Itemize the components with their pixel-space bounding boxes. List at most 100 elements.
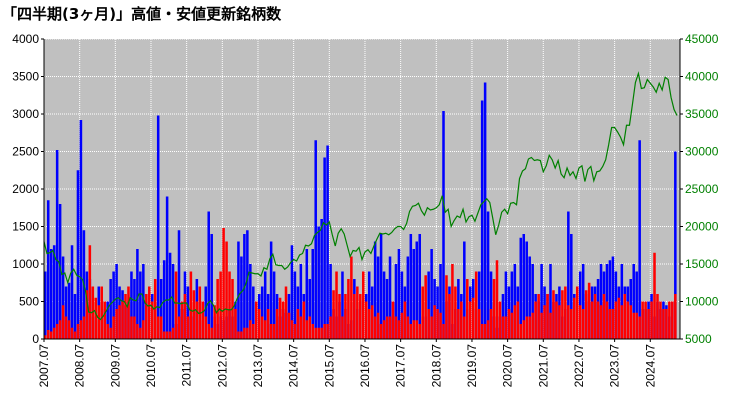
high-count-bar — [570, 234, 573, 339]
high-count-bar — [620, 264, 624, 339]
high-count-bar — [549, 264, 552, 339]
high-count-bar — [156, 115, 160, 339]
high-count-bar — [611, 256, 615, 339]
low-count-bar — [549, 312, 552, 339]
left-tick-label: 4000 — [12, 32, 39, 46]
low-count-bar — [263, 320, 267, 339]
low-count-bar — [608, 309, 612, 339]
high-count-bar — [207, 211, 210, 339]
right-tick-label: 5000 — [685, 332, 712, 346]
high-count-bar — [385, 279, 389, 339]
high-count-bar — [299, 264, 303, 339]
high-count-bar — [61, 256, 65, 339]
low-count-bar — [415, 320, 419, 339]
x-tick-label: 2022.07 — [572, 344, 586, 388]
high-count-bar — [64, 286, 68, 339]
low-count-bar — [454, 286, 457, 339]
low-count-bar — [617, 297, 621, 339]
right-tick-label: 40000 — [685, 70, 719, 84]
low-count-bar — [552, 290, 555, 339]
low-count-bar — [567, 305, 570, 339]
low-count-bar — [611, 309, 615, 339]
low-count-bar — [385, 316, 389, 339]
low-count-bar — [332, 290, 335, 339]
high-count-bar — [130, 271, 133, 339]
high-count-bar — [480, 100, 484, 339]
low-count-bar — [290, 320, 294, 339]
x-tick-label: 2014.07 — [287, 344, 301, 388]
low-count-bar — [558, 305, 561, 339]
low-count-bar — [570, 309, 573, 339]
low-count-bar — [240, 331, 243, 339]
low-count-bar — [257, 309, 261, 339]
low-count-bar — [388, 316, 392, 339]
high-count-bar — [382, 271, 386, 339]
x-tick-label: 2010.07 — [144, 344, 158, 388]
low-count-bar — [492, 279, 496, 339]
low-count-bar — [445, 275, 448, 339]
x-tick-label: 2023.07 — [608, 344, 622, 388]
high-count-bar — [608, 260, 612, 339]
high-count-bar — [388, 256, 392, 339]
low-count-bar — [44, 335, 47, 339]
low-count-bar — [356, 286, 359, 339]
high-count-bar — [430, 249, 433, 339]
high-count-bar — [409, 234, 413, 339]
low-count-bar — [626, 301, 630, 339]
high-count-bar — [142, 264, 145, 339]
x-tick-label: 2011.07 — [180, 344, 194, 387]
low-count-bar — [359, 294, 362, 339]
low-count-bar — [46, 330, 50, 339]
high-count-bar — [412, 249, 416, 339]
high-count-bar — [522, 234, 526, 339]
low-count-bar — [305, 320, 309, 339]
low-count-bar — [85, 290, 89, 339]
low-count-bar — [483, 324, 487, 339]
low-count-bar — [433, 305, 436, 339]
right-tick-label: 15000 — [685, 257, 719, 271]
low-count-bar — [638, 316, 641, 339]
high-count-bar — [162, 260, 166, 339]
low-count-bar — [130, 316, 133, 339]
low-count-bar — [498, 301, 502, 339]
high-count-bar — [272, 271, 276, 339]
low-count-bar — [397, 320, 401, 339]
low-count-bar — [543, 305, 546, 339]
low-count-bar — [421, 286, 424, 339]
high-count-bar — [674, 151, 677, 339]
low-count-bar — [477, 309, 481, 339]
low-count-bar — [299, 316, 303, 339]
high-count-bar — [168, 252, 172, 339]
high-count-bar — [519, 237, 523, 339]
low-count-bar — [121, 301, 124, 339]
low-count-bar — [136, 324, 139, 339]
low-count-bar — [406, 316, 410, 339]
low-count-bar — [647, 309, 650, 339]
x-tick-label: 2007.07 — [37, 344, 51, 388]
high-count-bar — [632, 264, 635, 339]
low-count-bar — [222, 228, 225, 339]
high-count-bar — [269, 241, 273, 339]
low-count-bar — [629, 305, 633, 339]
high-count-bar — [165, 196, 169, 339]
high-count-bar — [70, 245, 74, 339]
low-count-bar — [546, 294, 549, 339]
low-count-bar — [249, 320, 252, 339]
low-count-bar — [668, 301, 671, 339]
low-count-bar — [430, 316, 433, 339]
low-count-bar — [474, 271, 478, 339]
low-count-bar — [495, 260, 499, 339]
low-count-bar — [73, 331, 77, 339]
high-count-bar — [136, 249, 139, 339]
low-count-bar — [650, 301, 653, 339]
low-count-bar — [326, 324, 329, 339]
high-count-bar — [260, 286, 264, 339]
high-count-bar — [76, 170, 80, 339]
low-count-bar — [287, 312, 291, 339]
high-count-bar — [171, 264, 175, 339]
high-count-bar — [79, 120, 83, 339]
high-count-bar — [394, 264, 398, 339]
low-count-bar — [587, 282, 591, 339]
low-count-bar — [266, 309, 270, 339]
low-count-bar — [210, 327, 213, 339]
